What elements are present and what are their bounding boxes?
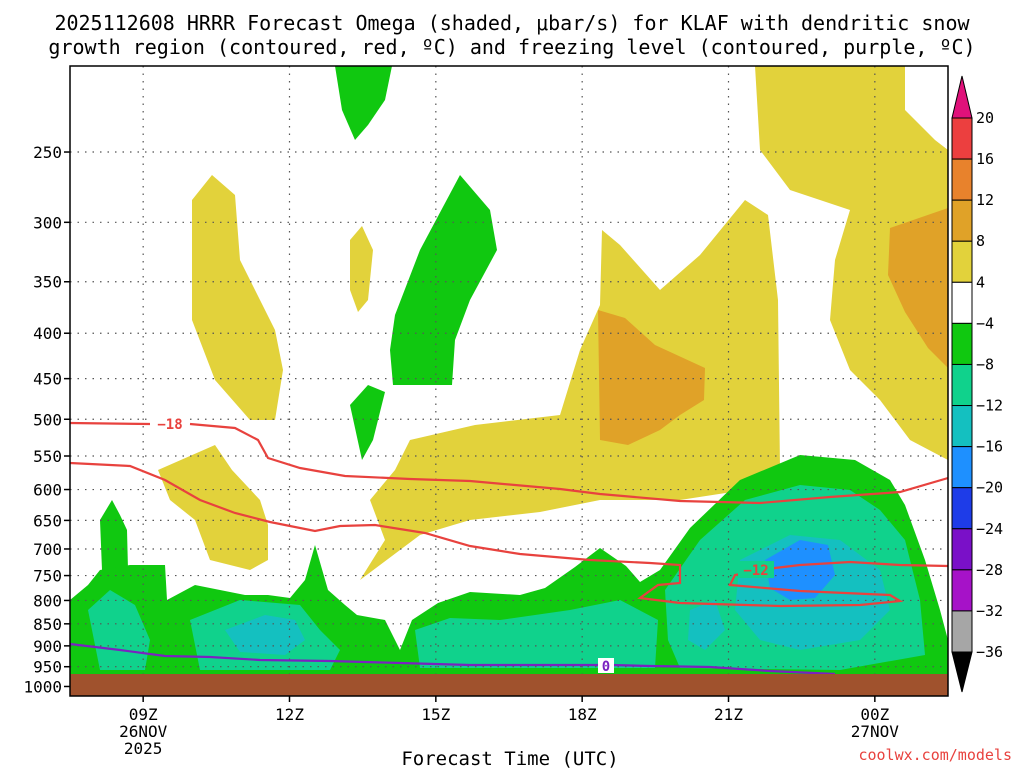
y-tick-label: 900: [33, 637, 62, 656]
colorbar-label: −4: [976, 314, 994, 332]
y-tick-label: 750: [33, 567, 62, 586]
x-tick-label: 21Z: [714, 705, 743, 724]
y-tick-label: 450: [33, 370, 62, 389]
colorbar-top-arrow: [951, 75, 973, 119]
x-tick-label: 09Z: [129, 705, 158, 724]
colorbar-label: −28: [976, 561, 1003, 579]
contour-label-zero: 0: [602, 659, 610, 675]
contour-zero: [70, 642, 836, 676]
y-tick-label: 850: [33, 615, 62, 634]
plot-frame: [69, 65, 949, 697]
colorbar-segment: [951, 281, 973, 324]
y-tick-label: 700: [33, 540, 62, 559]
contour-minus12: [70, 461, 948, 608]
gridlines: [70, 66, 948, 696]
contour-minus18: [70, 421, 948, 505]
y-axis: 250 300 350 400 450 500 550 600 650 700 750 800 850 9…: [23, 143, 70, 696]
x-tick-date: 26NOV: [119, 722, 168, 741]
colorbar-label: 16: [976, 150, 994, 168]
x-tick-label: 18Z: [568, 705, 597, 724]
omega-fill-strong-positive: [598, 208, 948, 445]
y-tick-label: 250: [33, 143, 62, 162]
x-tick-label: 00Z: [860, 705, 889, 724]
plot-area: [70, 66, 948, 696]
colorbar-segment: [951, 528, 973, 571]
y-tick-label: 650: [33, 511, 62, 530]
colorbar-label: −8: [976, 355, 994, 373]
colorbar-label: −32: [976, 602, 1003, 620]
y-tick-label: 800: [33, 591, 62, 610]
y-tick-label: 600: [33, 481, 62, 500]
colorbar-label: −12: [976, 397, 1003, 415]
chart-title-line2: growth region (contoured, red, ºC) and f…: [48, 35, 975, 59]
colorbar-segment: [951, 158, 973, 201]
colorbar-segment: [951, 610, 973, 653]
y-tick-label: 400: [33, 324, 62, 343]
colorbar-label: −36: [976, 643, 1003, 661]
colorbar: 20 16 12 8 4 −4 −8 −12 −16 −20 −24 −28 −32 −36: [951, 75, 1003, 693]
contour-label-minus18: −18: [157, 417, 182, 433]
colorbar-label: 12: [976, 191, 994, 209]
colorbar-segment: [951, 199, 973, 242]
colorbar-segment: [951, 322, 973, 365]
omega-fill-very-strong-negative: [765, 540, 835, 600]
colorbar-segment: [951, 363, 973, 407]
colorbar-segment: [951, 240, 973, 283]
colorbar-bottom-arrow: [951, 651, 973, 693]
y-tick-label: 1000: [23, 677, 62, 696]
dgz-contours: [70, 421, 948, 608]
y-tick-label: 350: [33, 273, 62, 292]
colorbar-label: −16: [976, 438, 1003, 456]
colorbar-segment: [951, 117, 973, 160]
colorbar-label: 20: [976, 109, 994, 127]
colorbar-label: 8: [976, 232, 985, 250]
x-tick-date: 27NOV: [851, 722, 900, 741]
contour-labels: −18 −12 0: [150, 415, 774, 675]
omega-fill-positive: [158, 66, 948, 580]
colorbar-label: −24: [976, 520, 1003, 538]
credit-text: coolwx.com/models: [858, 746, 1012, 764]
x-tick-year: 2025: [124, 739, 163, 758]
colorbar-segment: [951, 569, 973, 612]
x-axis-title: Forecast Time (UTC): [401, 748, 618, 768]
colorbar-label: −20: [976, 479, 1003, 497]
chart-title-line1: 2025112608 HRRR Forecast Omega (shaded, …: [54, 11, 970, 35]
y-tick-label: 550: [33, 447, 62, 466]
y-tick-label: 300: [33, 213, 62, 232]
colorbar-segment: [951, 446, 973, 489]
x-tick-label: 15Z: [421, 705, 450, 724]
ground-surface: [70, 674, 948, 696]
colorbar-segment: [951, 405, 973, 448]
colorbar-segment: [951, 487, 973, 530]
contour-label-minus12: −12: [743, 563, 768, 579]
x-tick-label: 12Z: [275, 705, 304, 724]
y-tick-label: 950: [33, 658, 62, 677]
colorbar-label: 4: [976, 273, 985, 291]
y-tick-label: 500: [33, 410, 62, 429]
